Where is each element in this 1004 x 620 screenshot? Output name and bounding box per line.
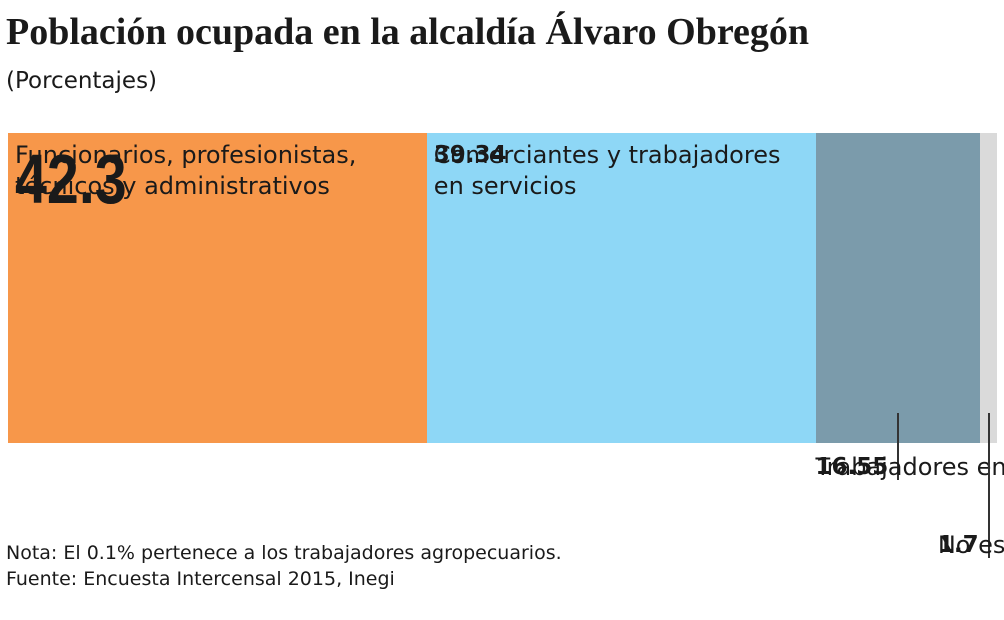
chart-title: Población ocupada en la alcaldía Álvaro … [6, 11, 810, 53]
bar-segment [8, 133, 427, 443]
segment-label: Trabajadores en la industria16.55 [815, 452, 1004, 482]
segment-label: Comerciantes y trabajadores en servicios… [433, 140, 810, 200]
leader-line [987, 413, 990, 558]
chart-subtitle: (Porcentajes) [6, 68, 158, 94]
source: Fuente: Encuesta Intercensal 2015, Inegi [6, 568, 395, 590]
segment-label: No especificado1.7 [937, 530, 1004, 560]
segment-value: 16.55 [815, 454, 889, 480]
segment-name: Comerciantes y trabajadores en servicios [433, 141, 781, 200]
leader-line [897, 413, 900, 480]
bar-segment [426, 133, 817, 443]
bar-segment [816, 133, 981, 443]
segment-name: No especificado [937, 531, 1004, 559]
note: Nota: El 0.1% pertenece a los trabajador… [6, 542, 562, 564]
segment-value: 42.3 [15, 140, 127, 218]
segment-name: Trabajadores en la industria [815, 453, 1004, 481]
bar-segment [980, 133, 997, 443]
segment-label: Funcionarios, profesionistas, técnicos y… [15, 140, 420, 214]
segment-name: Funcionarios, profesionistas, técnicos y… [15, 141, 357, 200]
segment-value: 39.34 [433, 142, 507, 168]
segment-value: 1.7 [937, 532, 979, 558]
